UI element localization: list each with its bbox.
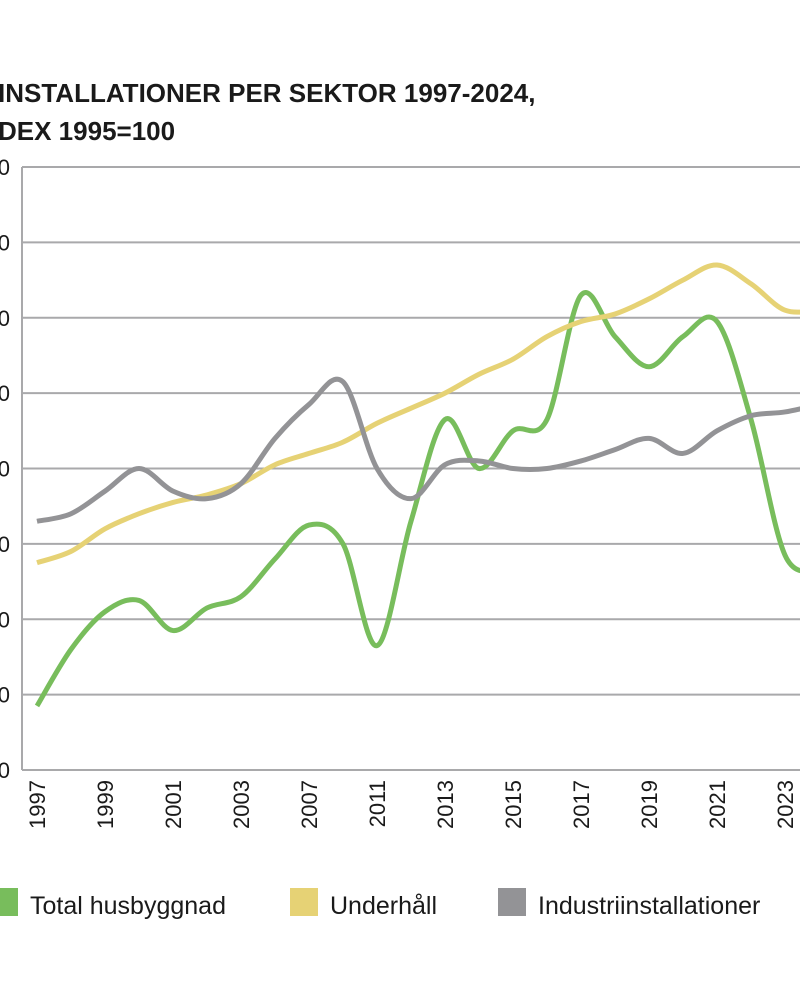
y-tick-label: 0 [0,532,10,557]
x-tick-label: 2007 [297,780,322,829]
chart-title: DEX 1995=100 [0,116,175,146]
legend-swatch [498,888,526,916]
x-tick-label: 2021 [705,780,730,829]
chart-title: INSTALLATIONER PER SEKTOR 1997-2024, [0,78,535,108]
x-tick-label: 1997 [25,780,50,829]
series-line [36,262,800,566]
x-tick-label: 2019 [637,780,662,829]
x-tick-label: 2013 [433,780,458,829]
x-tick-label: 2023 [773,780,798,829]
legend-label: Underhåll [330,892,437,920]
y-tick-label: 0 [0,607,10,632]
x-tick-label: 2015 [501,780,526,829]
y-tick-label: 0 [0,758,10,783]
x-tick-label: 1999 [93,780,118,829]
series-line [36,376,800,524]
legend-label: Total husbyggnad [30,892,226,920]
y-tick-label: 0 [0,155,10,180]
x-tick-label: 2001 [161,780,186,829]
x-tick-label: 2011 [365,780,390,827]
y-tick-label: 0 [0,230,10,255]
legend-swatch [290,888,318,916]
y-tick-label: 0 [0,457,10,482]
legend-label: Industriinstallationer [538,892,760,920]
x-tick-label: 2003 [229,780,254,829]
plot-area [34,262,800,708]
legend-swatch [0,888,18,916]
y-tick-label: 0 [0,683,10,708]
x-tick-label: 2017 [569,780,594,829]
y-tick-label: 0 [0,381,10,406]
y-tick-label: 0 [0,306,10,331]
series-line [34,290,800,708]
